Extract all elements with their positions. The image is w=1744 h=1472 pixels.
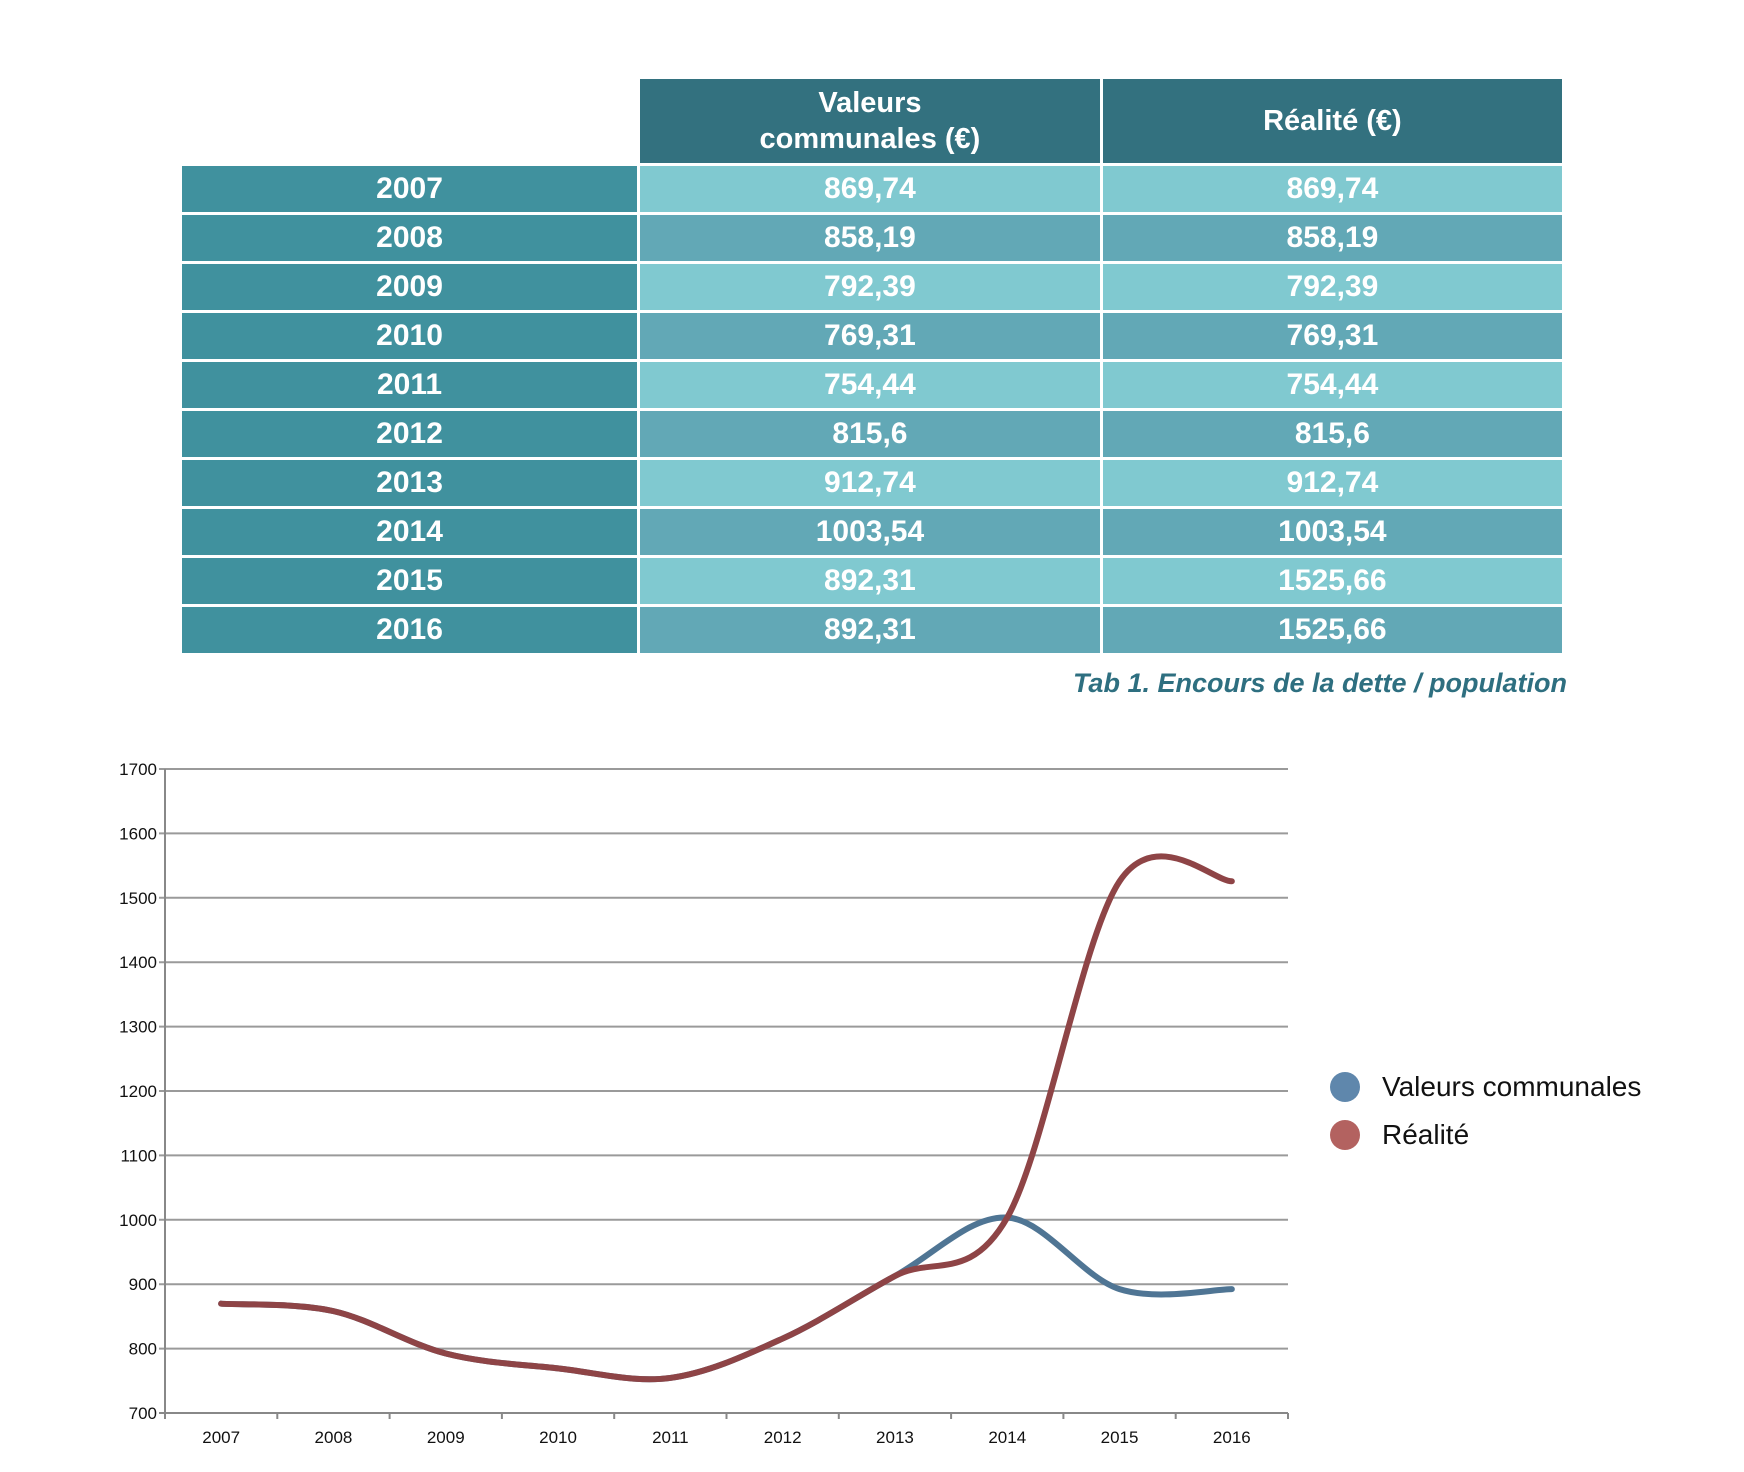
table-row: 2011 754,44 754,44 bbox=[178, 359, 1566, 411]
table-row: 2015 892,31 1525,66 bbox=[178, 555, 1566, 607]
x-tick-label: 2007 bbox=[202, 1428, 240, 1447]
header-valeurs: Valeurs communales (€) bbox=[637, 76, 1103, 166]
cell-valeurs: 858,19 bbox=[637, 212, 1103, 264]
y-tick-label: 1100 bbox=[120, 1146, 157, 1165]
y-tick-label: 1000 bbox=[119, 1211, 157, 1230]
legend-dot-valeurs bbox=[1330, 1072, 1360, 1102]
y-tick-label: 1400 bbox=[119, 953, 157, 972]
series-line-valeurs bbox=[218, 1214, 1235, 1383]
y-tick-label: 1700 bbox=[119, 760, 157, 779]
x-tick-label: 2015 bbox=[1101, 1428, 1139, 1447]
cell-year: 2011 bbox=[178, 359, 641, 411]
cell-realite: 769,31 bbox=[1099, 310, 1566, 362]
x-tick-label: 2013 bbox=[876, 1428, 914, 1447]
cell-valeurs: 792,39 bbox=[637, 261, 1103, 313]
cell-realite: 754,44 bbox=[1099, 359, 1566, 411]
cell-year: 2007 bbox=[178, 163, 641, 215]
table-row: 2012 815,6 815,6 bbox=[178, 408, 1566, 460]
table-row: 2013 912,74 912,74 bbox=[178, 457, 1566, 509]
cell-valeurs: 815,6 bbox=[637, 408, 1103, 460]
table-row: 2008 858,19 858,19 bbox=[178, 212, 1566, 264]
legend-dot-realite bbox=[1330, 1120, 1360, 1150]
y-tick-label: 700 bbox=[129, 1404, 157, 1423]
cell-valeurs: 1003,54 bbox=[637, 506, 1103, 558]
y-tick-label: 1500 bbox=[119, 889, 157, 908]
debt-table: Valeurs communales (€) Réalité (€) 2007 8… bbox=[178, 76, 1566, 656]
y-tick-label: 900 bbox=[129, 1275, 157, 1294]
x-tick-label: 2014 bbox=[988, 1428, 1026, 1447]
cell-realite: 869,74 bbox=[1099, 163, 1566, 215]
y-tick-label: 800 bbox=[129, 1340, 157, 1359]
cell-year: 2015 bbox=[178, 555, 641, 607]
cell-realite: 912,74 bbox=[1099, 457, 1566, 509]
x-tick-label: 2009 bbox=[427, 1428, 465, 1447]
cell-valeurs: 769,31 bbox=[637, 310, 1103, 362]
x-tick-label: 2012 bbox=[764, 1428, 802, 1447]
series-line-realite bbox=[218, 853, 1235, 1383]
cell-valeurs: 892,31 bbox=[637, 604, 1103, 656]
legend-label-realite: Réalité bbox=[1382, 1119, 1470, 1150]
cell-realite: 1525,66 bbox=[1099, 604, 1566, 656]
table-row: 2009 792,39 792,39 bbox=[178, 261, 1566, 313]
header-blank bbox=[178, 76, 641, 166]
x-tick-label: 2010 bbox=[539, 1428, 577, 1447]
cell-year: 2016 bbox=[178, 604, 641, 656]
cell-valeurs: 754,44 bbox=[637, 359, 1103, 411]
cell-realite: 815,6 bbox=[1099, 408, 1566, 460]
cell-valeurs: 912,74 bbox=[637, 457, 1103, 509]
cell-year: 2012 bbox=[178, 408, 641, 460]
cell-valeurs: 869,74 bbox=[637, 163, 1103, 215]
x-tick-label: 2008 bbox=[315, 1428, 353, 1447]
header-realite: Réalité (€) bbox=[1099, 76, 1566, 166]
table-row: 2016 892,31 1525,66 bbox=[178, 604, 1566, 656]
cell-year: 2009 bbox=[178, 261, 641, 313]
cell-valeurs: 892,31 bbox=[637, 555, 1103, 607]
cell-realite: 1525,66 bbox=[1099, 555, 1566, 607]
legend-item-valeurs: Valeurs communales bbox=[1330, 1071, 1641, 1103]
cell-year: 2010 bbox=[178, 310, 641, 362]
table-caption: Tab 1. Encours de la dette / population bbox=[1072, 668, 1567, 698]
cell-realite: 792,39 bbox=[1099, 261, 1566, 313]
cell-realite: 858,19 bbox=[1099, 212, 1566, 264]
cell-year: 2013 bbox=[178, 457, 641, 509]
y-tick-label: 1600 bbox=[119, 824, 157, 843]
table-row: 2014 1003,54 1003,54 bbox=[178, 506, 1566, 558]
table-row: 2007 869,74 869,74 bbox=[178, 163, 1566, 215]
y-tick-label: 1200 bbox=[119, 1082, 157, 1101]
cell-year: 2008 bbox=[178, 212, 641, 264]
y-tick-label: 1300 bbox=[119, 1018, 157, 1037]
cell-realite: 1003,54 bbox=[1099, 506, 1566, 558]
x-tick-label: 2016 bbox=[1213, 1428, 1251, 1447]
legend-item-realite: Réalité bbox=[1330, 1119, 1469, 1151]
legend-label-valeurs: Valeurs communales bbox=[1382, 1071, 1642, 1102]
table-row: 2010 769,31 769,31 bbox=[178, 310, 1566, 362]
cell-year: 2014 bbox=[178, 506, 641, 558]
x-tick-label: 2011 bbox=[652, 1428, 689, 1447]
